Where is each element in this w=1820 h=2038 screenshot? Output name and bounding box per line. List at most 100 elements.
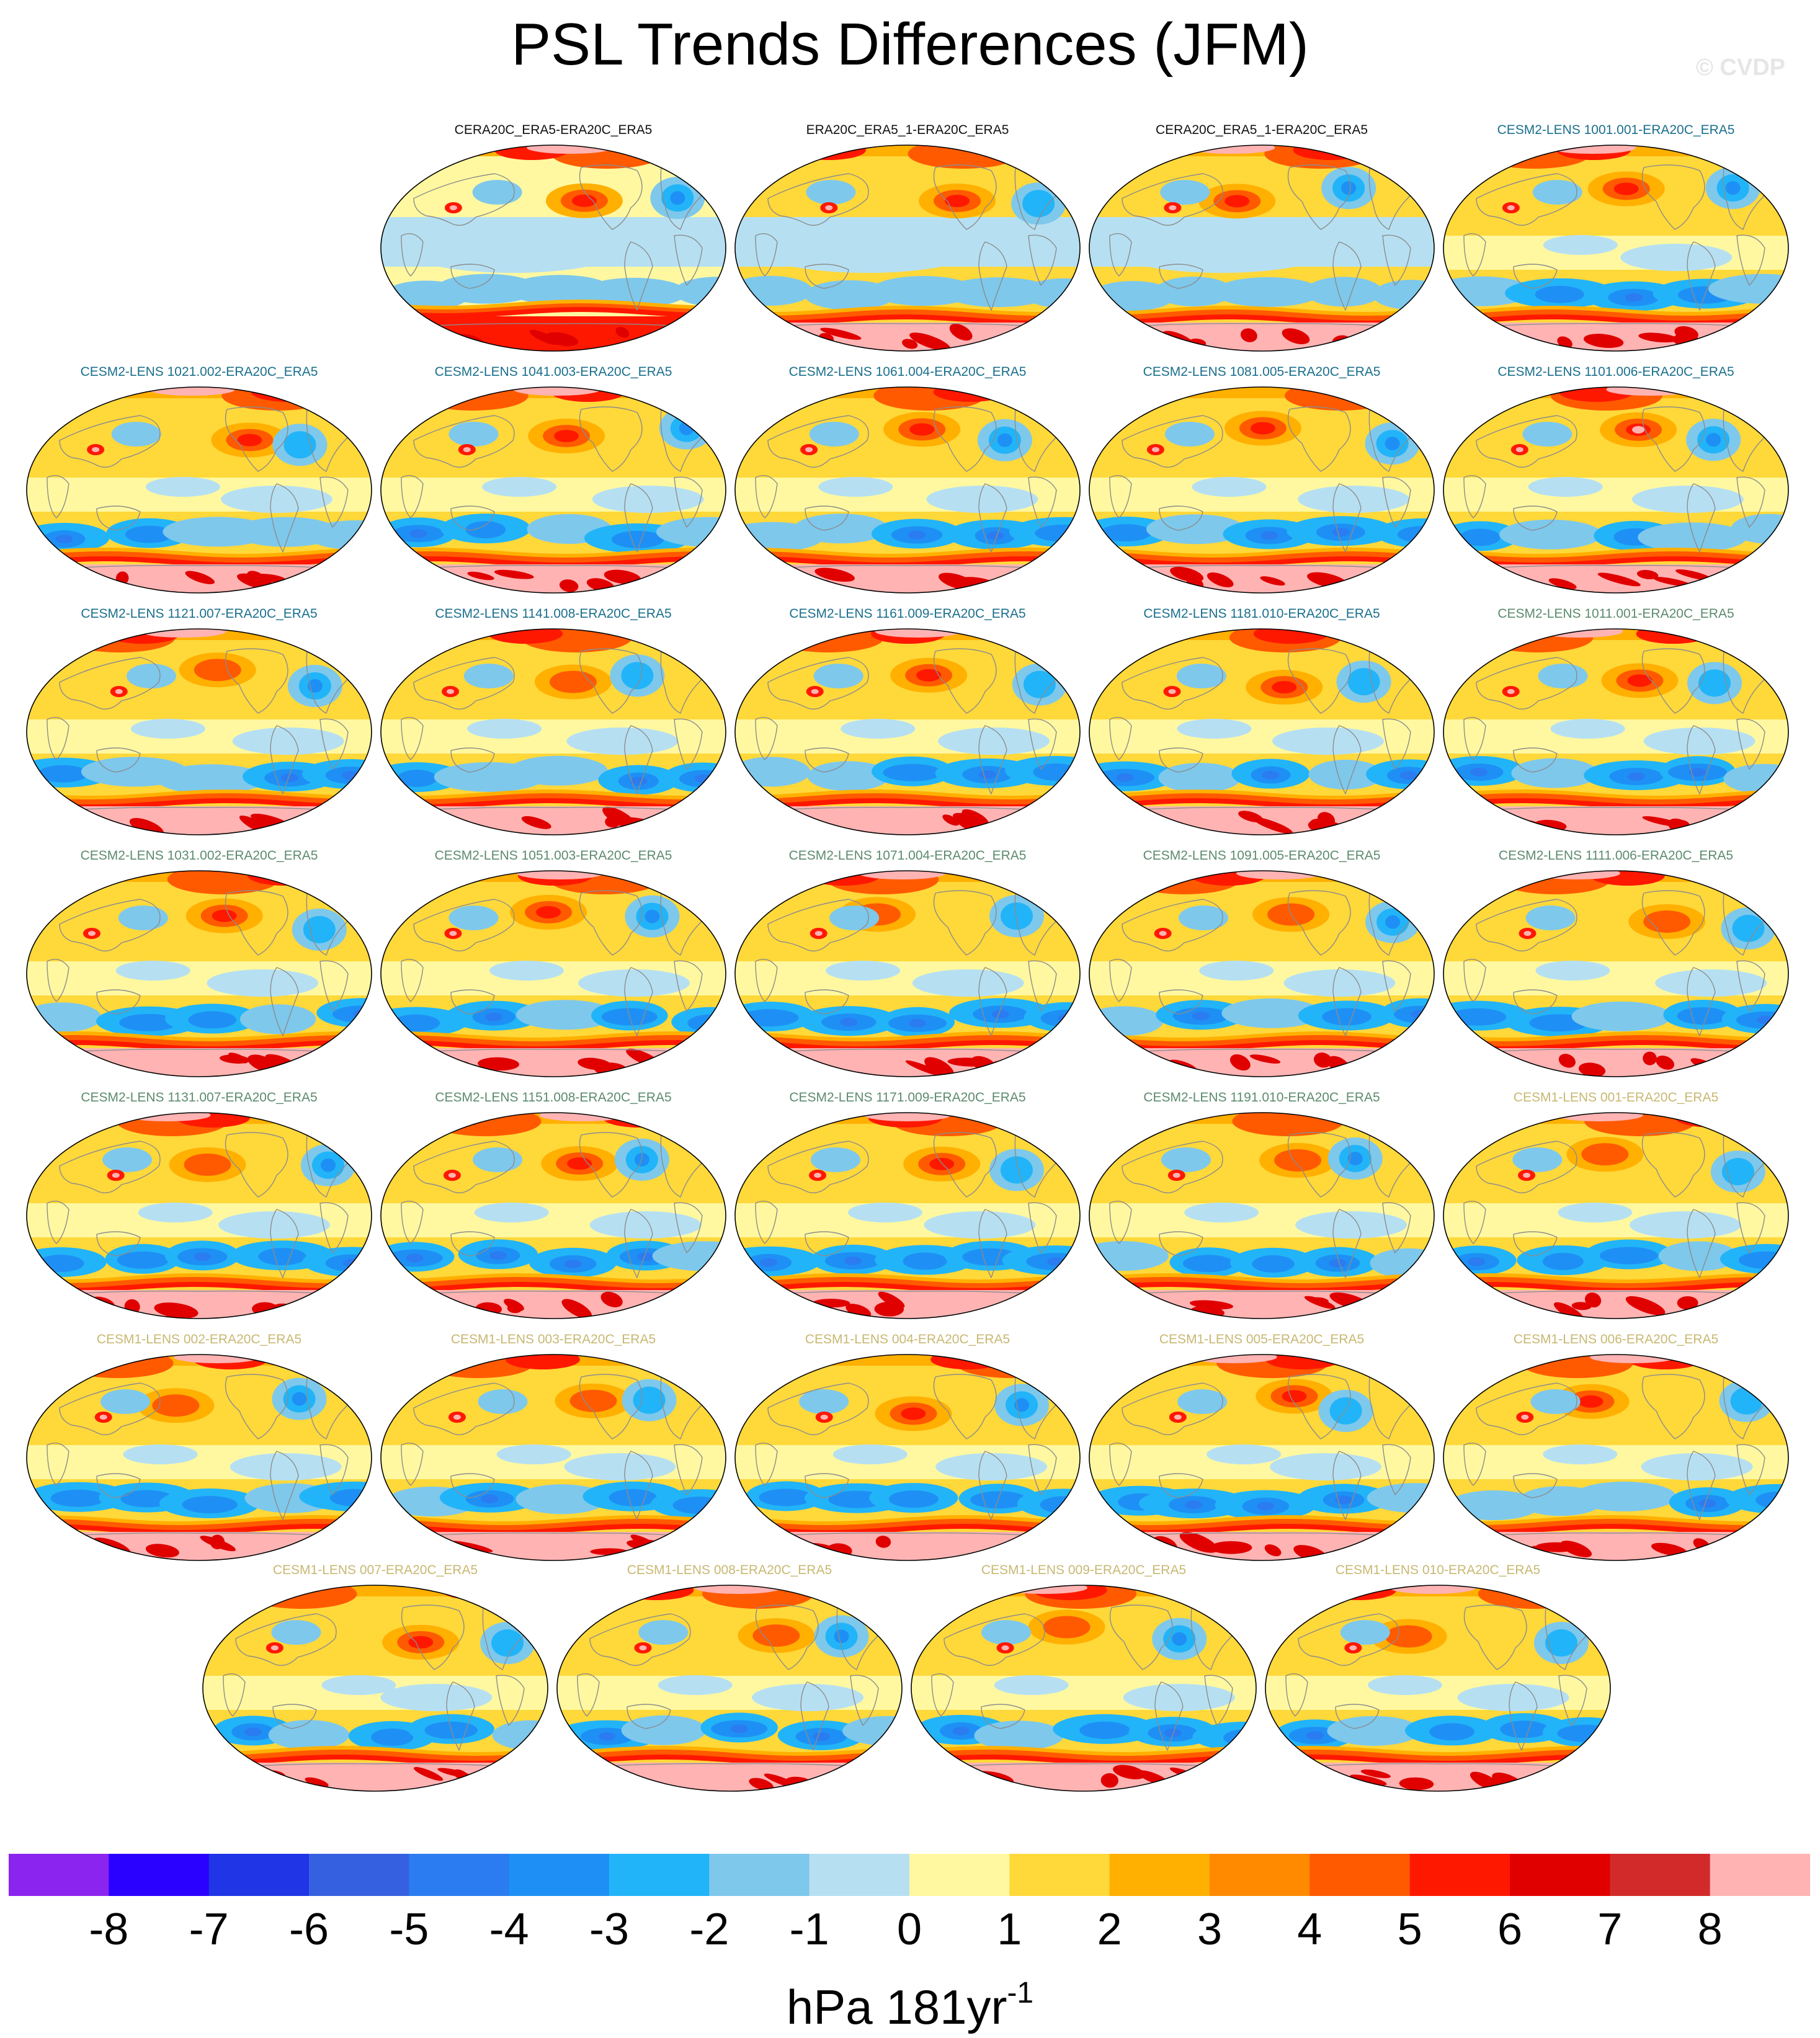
map-panel: CESM2-LENS 1141.008-ERA20C_ERA5 [377,605,730,845]
colorbar-tick-label: -2 [689,1905,729,1954]
robinson-map [26,1112,372,1319]
psl-trend-field [735,629,1080,835]
psl-trend-field [203,1585,548,1791]
colorbar-segment [9,1854,109,1896]
panel-label: CESM1-LENS 009-ERA20C_ERA5 [981,1563,1187,1577]
colorbar-tick-label: 2 [1097,1905,1122,1954]
robinson-map [380,628,726,835]
map-border [26,870,372,1077]
map-border [734,1112,1081,1319]
map-border [1089,145,1435,352]
panel-label: CESM2-LENS 1191.010-ERA20C_ERA5 [1143,1090,1380,1105]
colorbar-segment [509,1854,610,1896]
robinson-map [1089,628,1435,835]
colorbar-tick-label: -7 [189,1905,229,1954]
psl-trend-field [27,1113,372,1319]
map-border [380,628,726,835]
robinson-map [1443,386,1789,594]
map-border [1089,1354,1435,1561]
psl-trend-field [381,145,726,351]
colorbar-tick-label: -5 [389,1905,429,1954]
map-border [380,145,726,352]
colorbar-tick-labels: -8 -7 -6 -5 -4 -3 -2 -1 0 1 2 3 4 5 6 7 8 [0,1903,1820,1959]
panel-label: CESM1-LENS 004-ERA20C_ERA5 [805,1332,1010,1346]
colorbar-tick-label: 7 [1597,1905,1623,1954]
panel-label: CESM2-LENS 1051.003-ERA20C_ERA5 [434,848,672,863]
robinson-map [380,1112,726,1319]
psl-trend-field [1089,1113,1434,1319]
colorbar-segment [609,1854,710,1896]
map-panel: CESM1-LENS 010-ERA20C_ERA5 [1261,1562,1615,1801]
map-panel: CESM2-LENS 1041.003-ERA20C_ERA5 [377,363,730,603]
map-border [1089,386,1435,594]
map-panel: CESM2-LENS 1021.002-ERA20C_ERA5 [22,363,376,603]
robinson-map [1443,628,1789,835]
map-border [1443,145,1789,352]
psl-trend-field [27,871,372,1077]
map-panel: CESM2-LENS 1081.005-ERA20C_ERA5 [1085,363,1439,603]
robinson-map [26,870,372,1077]
panel-label: CESM2-LENS 1141.008-ERA20C_ERA5 [435,607,672,621]
panel-label: CESM1-LENS 007-ERA20C_ERA5 [272,1563,478,1577]
map-panel: CESM1-LENS 003-ERA20C_ERA5 [377,1331,730,1570]
map-panel: CESM2-LENS 1011.001-ERA20C_ERA5 [1439,605,1793,845]
map-border [380,870,726,1077]
robinson-map [1089,1112,1435,1319]
map-panel: CESM2-LENS 1151.008-ERA20C_ERA5 [377,1089,730,1328]
psl-trend-field [911,1585,1256,1791]
panel-label: CESM2-LENS 1171.009-ERA20C_ERA5 [789,1090,1026,1105]
colorbar-tick-label: -4 [489,1905,529,1954]
robinson-map [1443,1354,1789,1561]
psl-trend-field [557,1585,902,1791]
robinson-map [1089,870,1435,1077]
panel-label: CESM1-LENS 008-ERA20C_ERA5 [627,1563,832,1577]
colorbar-tick-label: -3 [589,1905,630,1954]
map-border [1443,1354,1789,1561]
robinson-map [1443,145,1789,352]
map-panels: CERA20C_ERA5-ERA20C_ERA5 ERA20C_ERA5_1-ER… [22,123,1793,1801]
robinson-map [734,628,1081,835]
colorbar-units: hPa 181yr-1 [0,1962,1820,2038]
map-panel: CESM2-LENS 1061.004-ERA20C_ERA5 [731,363,1084,603]
robinson-map [1089,1354,1435,1561]
robinson-map [380,145,726,352]
colorbar-segment [1109,1854,1210,1896]
colorbar-segment [1309,1854,1411,1896]
robinson-map [734,870,1081,1077]
panel-label: CESM2-LENS 1001.001-ERA20C_ERA5 [1497,123,1735,137]
units-base: hPa 181yr [786,1980,1007,2034]
psl-trend-field [1089,387,1434,593]
robinson-map [1265,1585,1611,1792]
colorbar-tick-label: -8 [89,1905,129,1954]
colorbar-tick-label: 0 [896,1905,922,1954]
robinson-map [26,628,372,835]
panel-label: CESM2-LENS 1031.002-ERA20C_ERA5 [80,848,318,863]
psl-trend-field [1265,1585,1610,1791]
colorbar-tick-label: 5 [1397,1905,1422,1954]
psl-trend-field [27,387,372,593]
panel-label: CESM1-LENS 003-ERA20C_ERA5 [450,1332,656,1346]
panel-label: CESM2-LENS 1131.007-ERA20C_ERA5 [81,1090,318,1105]
colorbar-segment [1710,1854,1810,1896]
colorbar-segment [909,1854,1010,1896]
panel-label: CESM1-LENS 005-ERA20C_ERA5 [1159,1332,1365,1346]
map-panel: CESM1-LENS 006-ERA20C_ERA5 [1439,1331,1793,1570]
colorbar-segment [309,1854,409,1896]
map-border [26,1354,372,1561]
robinson-map [734,386,1081,594]
colorbar-tick-label: 1 [997,1905,1022,1954]
psl-trend-field [1443,871,1788,1077]
panel-label: CERA20C_ERA5-ERA20C_ERA5 [454,123,653,137]
units-exponent: -1 [1007,1977,1034,2009]
psl-trend-field [1089,1355,1434,1560]
psl-trend-field [1443,1355,1788,1560]
figure-title: PSL Trends Differences (JFM) [511,11,1309,78]
map-border [911,1585,1257,1792]
panel-label: CESM2-LENS 1121.007-ERA20C_ERA5 [81,607,318,621]
psl-trend-field [381,1355,726,1560]
colorbar-segment [1610,1854,1711,1896]
panel-label: CESM1-LENS 010-ERA20C_ERA5 [1335,1563,1541,1577]
psl-trend-field [1443,629,1788,835]
psl-trend-field [27,1355,372,1560]
panel-label: ERA20C_ERA5_1-ERA20C_ERA5 [806,123,1009,137]
